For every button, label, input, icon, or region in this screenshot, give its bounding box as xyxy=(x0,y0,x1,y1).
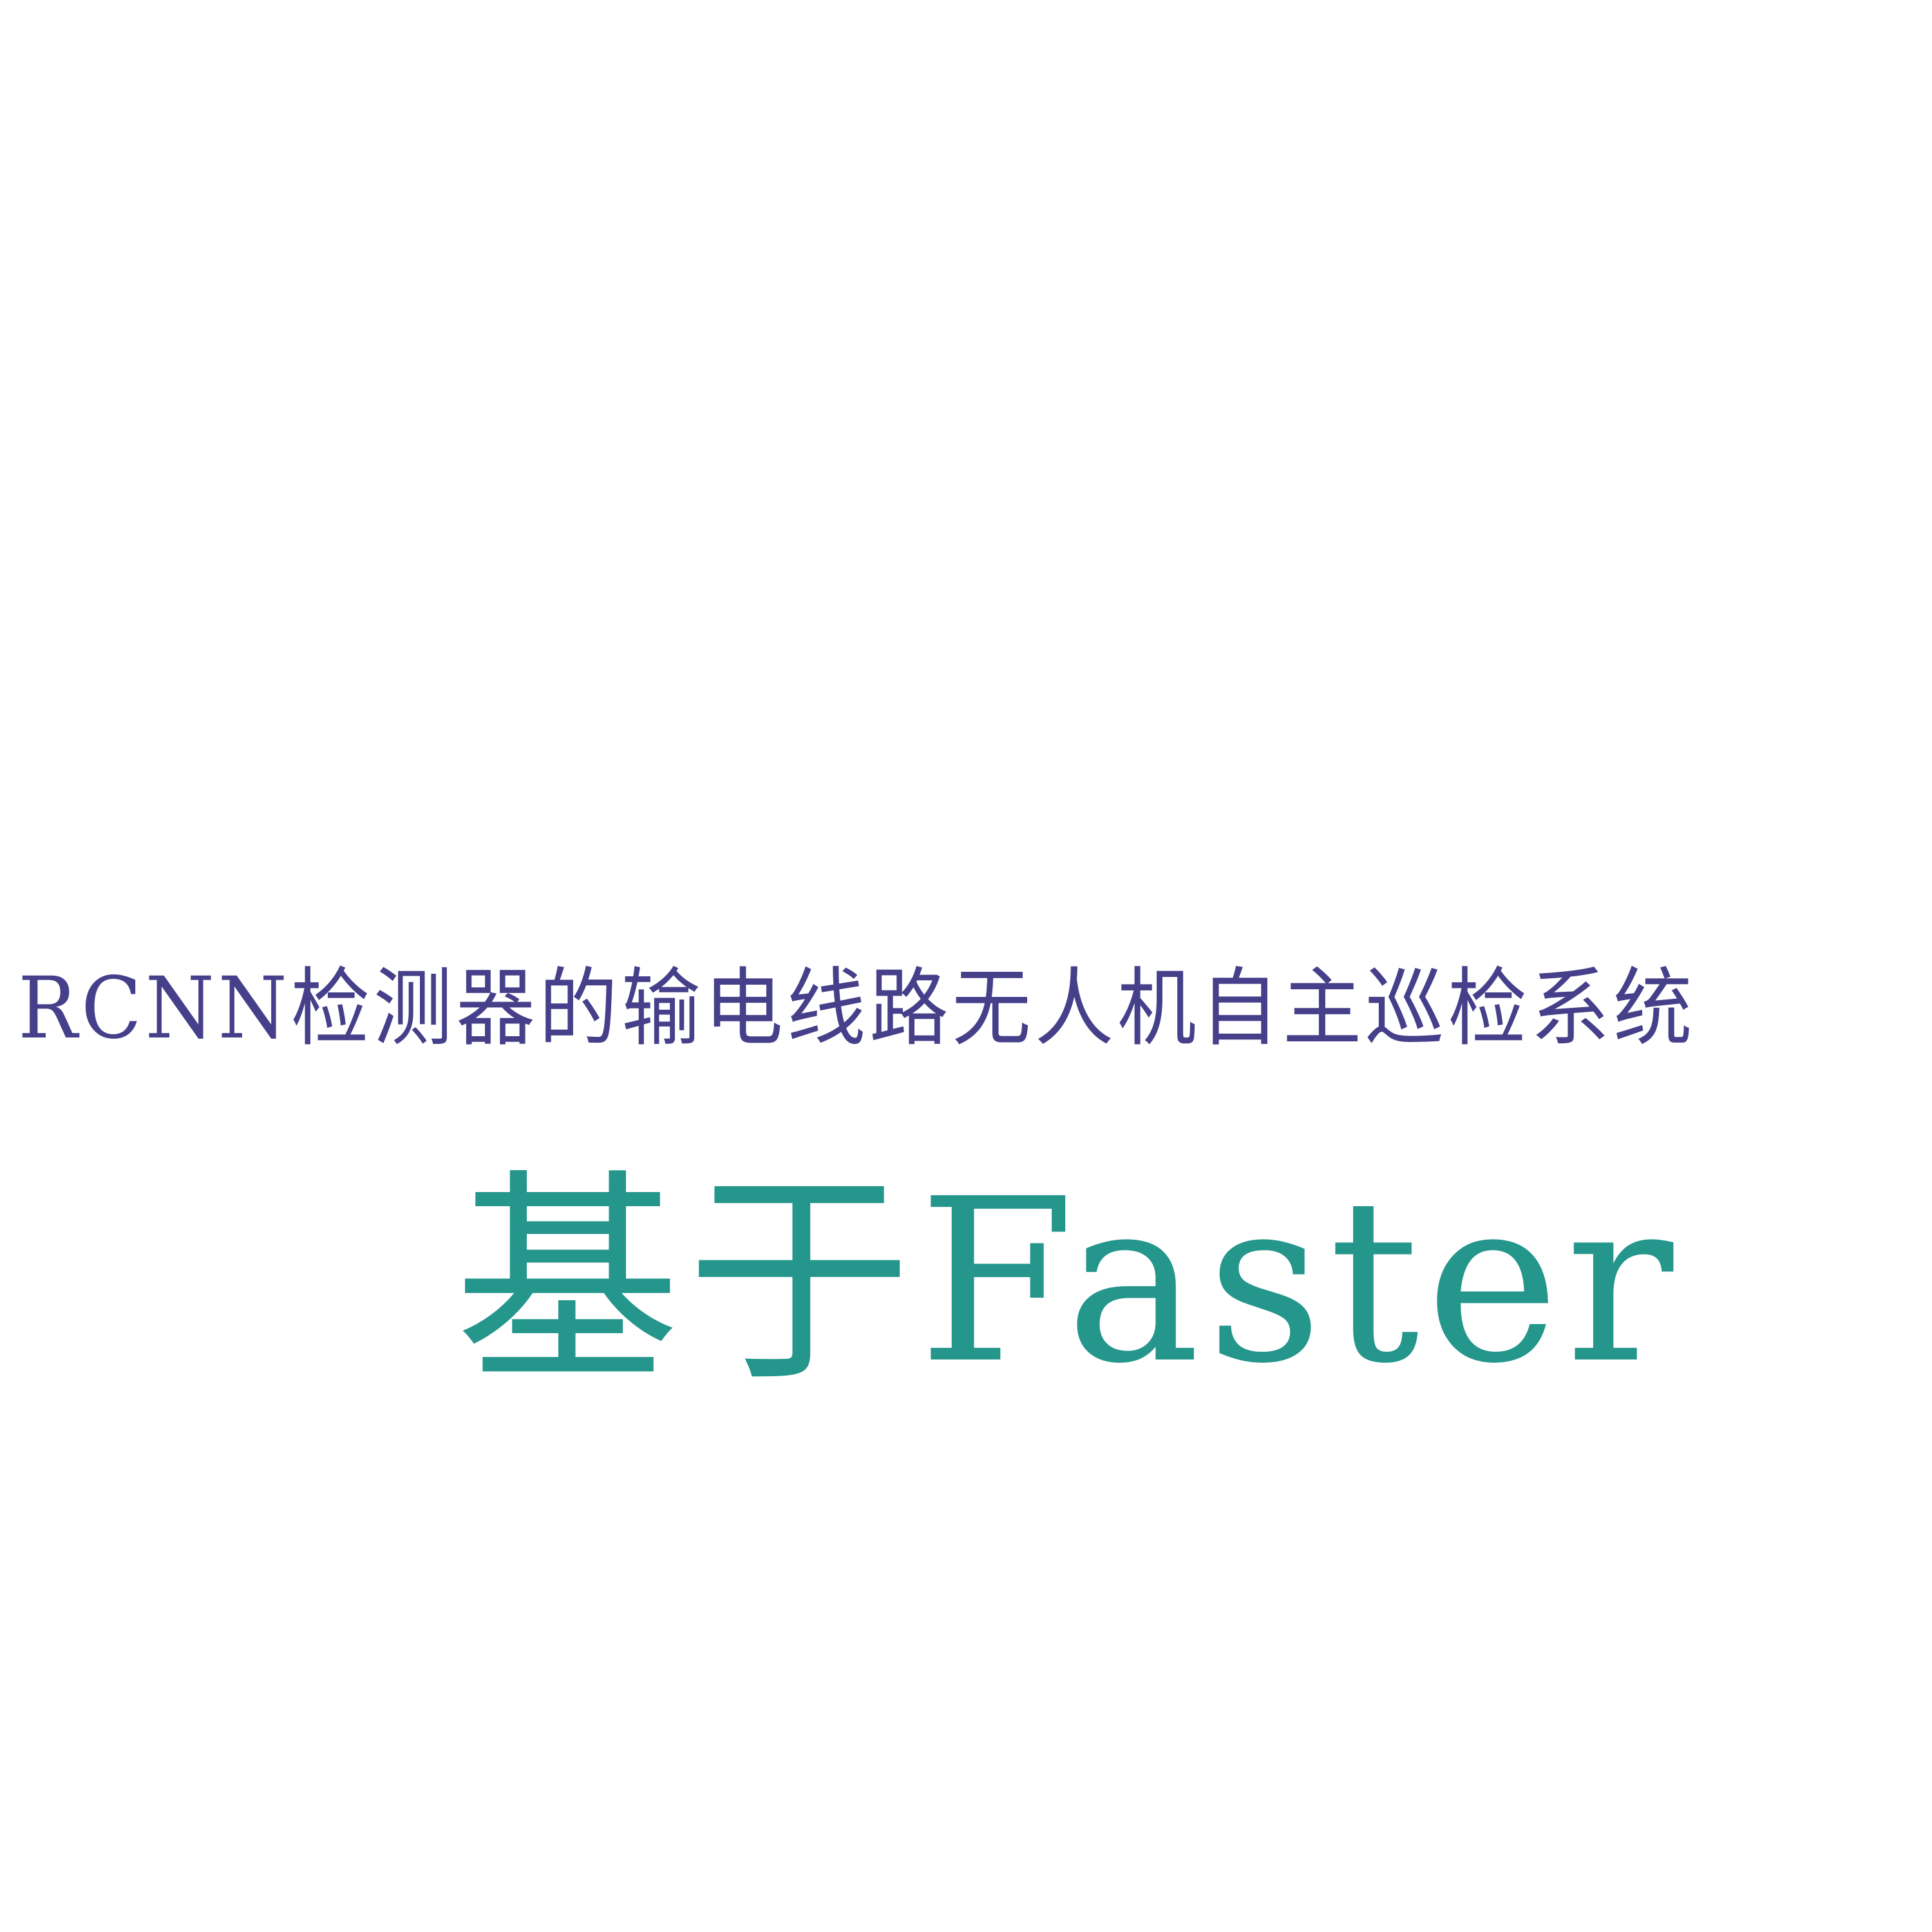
poster-main-title: 基于Faster xyxy=(455,1150,1680,1413)
poster-subtitle: RCNN检测器的输电线路无人机自主巡检系统 xyxy=(18,959,1696,1058)
